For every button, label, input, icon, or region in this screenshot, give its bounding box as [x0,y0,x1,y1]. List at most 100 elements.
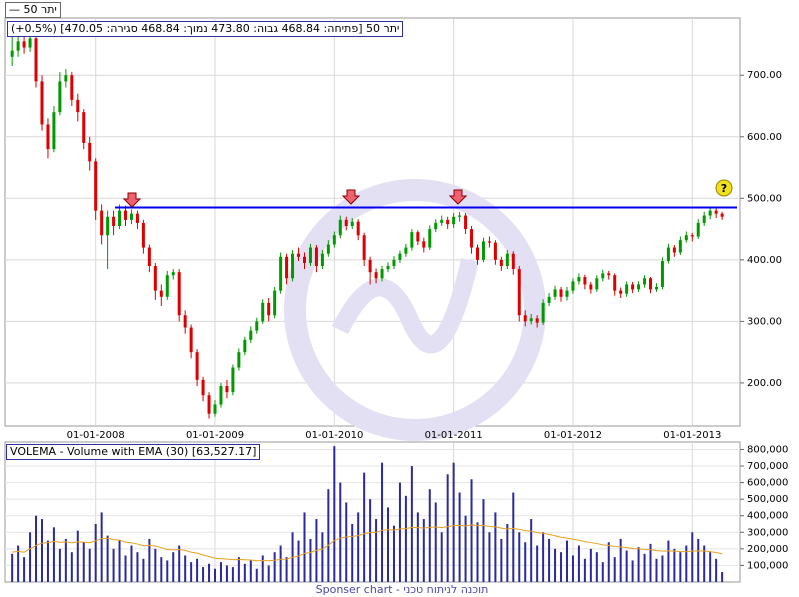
volume-bar [387,507,390,582]
volume-bar [309,538,312,582]
candle-body [16,41,20,51]
candle-body [553,289,557,297]
candle-body [440,219,444,223]
volume-bar [112,548,115,582]
volume-bar [589,548,592,582]
candle-body [147,247,151,266]
volume-bar [524,542,527,582]
candle-body [678,240,682,253]
candle-body [153,266,157,291]
volume-bar [536,545,539,582]
candle-body [523,315,527,322]
watermark [284,179,546,441]
volume-bar [607,542,610,582]
candle-body [422,241,426,248]
candle-body [720,213,724,217]
volume-bar [398,482,401,582]
volume-bar [76,530,79,582]
x-tick-label: 01-01-2010 [305,430,363,441]
candle-body [511,253,515,270]
volume-bar [255,568,258,582]
volume-bar [35,515,38,582]
volume-bar [249,560,252,582]
volume-bar [166,560,169,582]
candle-body [207,395,211,414]
x-tick-label: 01-01-2011 [425,430,483,441]
volume-bar [237,557,240,582]
y-tick-label: 300,000 [747,527,788,538]
candle-body [458,215,462,217]
candle-body [470,229,474,248]
candle-body [308,247,312,263]
volume-bar [583,558,586,582]
volume-bar [327,489,330,582]
volume-bar [225,565,228,582]
volume-bar [619,538,622,582]
candle-body [10,50,14,57]
volume-bar [470,479,473,582]
volume-bar [452,462,455,582]
volume-bar [160,557,163,582]
candle-body [428,229,432,248]
volume-bar [637,547,640,582]
candle-body [243,339,247,353]
volume-bar [279,545,282,582]
candle-body [362,235,366,260]
volume-bar [130,545,133,582]
volume-bar [273,552,276,582]
candle-body [583,277,587,285]
candle-body [231,367,235,393]
volume-bar [339,482,342,582]
info-box: יתר 50 [פתיחה: 468.84 גבוה: 473.80 נמוך:… [7,21,404,37]
candle-body [517,269,521,316]
question-mark: ? [721,182,727,195]
watermark [331,257,479,354]
volume-bar [118,540,121,582]
volume-bar [52,527,55,582]
volume-bar [548,538,551,582]
volume-bar [721,572,724,582]
volume-bar [333,446,336,582]
volume-bar [219,562,222,582]
volume-bar [64,538,67,582]
candle-body [499,259,503,266]
volume-bar [643,553,646,582]
candle-body [195,352,199,380]
volume-bar [321,532,324,582]
candle-body [135,213,139,223]
volume-bar [661,555,664,582]
volume-bar [667,540,670,582]
volume-bar [673,548,676,582]
candle-body [535,318,539,323]
x-tick-label: 01-01-2012 [544,430,602,441]
volume-bar [231,567,234,582]
volume-bar [196,558,199,582]
volume-bar [94,524,97,582]
candle-body [314,247,318,266]
volume-bar [243,563,246,582]
candle-body [291,253,295,279]
volume-bar [369,499,372,582]
volume-bar [297,540,300,582]
candle-body [213,404,217,414]
volume-bar [679,552,682,582]
candle-body [171,272,175,276]
candle-body [493,242,497,260]
arrows: ? [122,179,733,208]
volume-bar [446,474,449,582]
candle-body [285,256,289,279]
volume-bar [58,548,61,582]
candle-body [40,81,44,125]
candle-body [696,222,700,237]
candle-body [649,278,653,290]
volume-bar [649,543,652,582]
candle-body [279,256,283,291]
y-tick-label: 200.00 [747,378,782,389]
y-tick-label: 200,000 [747,544,788,555]
volume-bar [40,519,43,582]
candle-body [34,38,38,82]
volume-bar [410,466,413,582]
y-tick-label: 400,000 [747,511,788,522]
candle-body [237,352,241,368]
